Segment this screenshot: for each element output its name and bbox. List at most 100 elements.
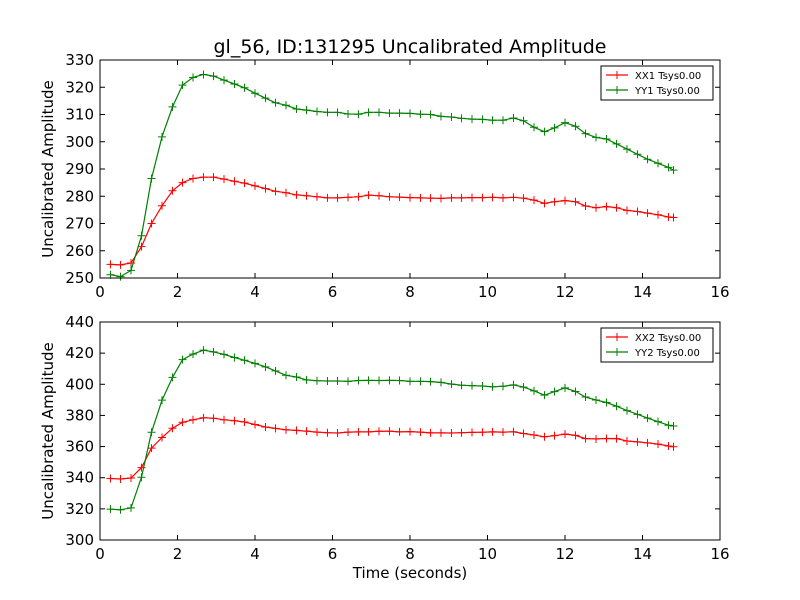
y-tick-label: 420 xyxy=(65,344,94,362)
data-point xyxy=(550,123,559,132)
data-point xyxy=(581,202,590,211)
data-point xyxy=(178,178,187,187)
y-tick-label: 440 xyxy=(65,313,94,331)
data-point xyxy=(178,81,187,90)
data-point xyxy=(664,441,673,450)
data-point xyxy=(344,377,352,386)
data-point xyxy=(426,110,435,119)
data-point xyxy=(426,377,435,386)
data-point xyxy=(375,108,383,117)
data-point xyxy=(478,381,487,390)
data-point xyxy=(178,355,187,364)
data-point xyxy=(540,391,549,400)
data-point xyxy=(313,376,321,385)
x-tick-label: 0 xyxy=(95,545,105,563)
data-point xyxy=(116,260,125,269)
data-point xyxy=(457,114,466,123)
data-point xyxy=(261,94,270,103)
data-point xyxy=(623,406,631,415)
data-point xyxy=(664,212,673,221)
y-tick-label: 380 xyxy=(65,406,94,424)
data-point xyxy=(333,193,342,202)
data-point xyxy=(333,377,342,386)
data-point xyxy=(457,193,466,202)
data-point xyxy=(540,127,549,136)
data-point xyxy=(633,437,642,446)
data-point xyxy=(519,194,528,203)
data-point xyxy=(127,266,135,275)
x-tick-label: 2 xyxy=(173,283,183,301)
data-point xyxy=(302,427,311,436)
data-point xyxy=(592,203,600,212)
data-point xyxy=(561,430,569,439)
y-tick-label: 280 xyxy=(65,187,94,205)
data-point xyxy=(209,173,218,182)
data-point xyxy=(669,422,678,431)
x-tick-label: 4 xyxy=(250,283,260,301)
data-point xyxy=(550,197,559,206)
data-point xyxy=(271,424,280,433)
data-point xyxy=(364,376,373,385)
data-point xyxy=(530,123,538,132)
data-point xyxy=(519,116,528,125)
data-point xyxy=(509,427,518,436)
data-point xyxy=(602,135,611,144)
data-point xyxy=(189,350,197,359)
data-point xyxy=(509,380,518,389)
data-point xyxy=(416,110,425,119)
data-point xyxy=(261,184,270,193)
data-point xyxy=(313,107,321,116)
data-point xyxy=(581,434,590,443)
data-point xyxy=(302,375,311,384)
data-point xyxy=(271,187,280,196)
data-point xyxy=(623,145,631,154)
data-point xyxy=(447,429,456,438)
data-point xyxy=(302,106,311,115)
data-point xyxy=(509,193,518,202)
data-point xyxy=(240,417,249,426)
data-point xyxy=(354,110,363,119)
data-point xyxy=(437,112,445,121)
data-point xyxy=(199,413,208,422)
legend-marker xyxy=(613,86,621,94)
data-point xyxy=(385,192,394,201)
data-point xyxy=(178,418,187,427)
data-point xyxy=(654,417,662,426)
data-point xyxy=(158,201,166,210)
data-point xyxy=(147,219,156,228)
data-point xyxy=(571,197,580,206)
data-point xyxy=(571,431,580,440)
data-point xyxy=(364,427,373,436)
data-point xyxy=(416,377,425,386)
data-point xyxy=(168,424,177,433)
legend-marker xyxy=(613,333,621,341)
data-point xyxy=(416,428,425,437)
data-point xyxy=(209,347,218,356)
data-point xyxy=(344,109,352,118)
data-point xyxy=(643,414,652,423)
data-point xyxy=(519,383,528,392)
data-point xyxy=(550,431,559,440)
x-tick-label: 4 xyxy=(250,545,260,563)
x-tick-label: 2 xyxy=(173,545,183,563)
data-point xyxy=(623,436,631,445)
x-axis-label: Time (seconds) xyxy=(352,564,468,582)
legend-box xyxy=(600,65,714,101)
data-point xyxy=(116,505,125,514)
data-point xyxy=(158,132,166,141)
data-point xyxy=(240,83,249,92)
data-point xyxy=(220,350,228,359)
data-point xyxy=(395,427,404,436)
y-tick-label: 320 xyxy=(65,500,94,518)
data-point xyxy=(271,366,280,375)
data-point xyxy=(571,122,580,131)
data-point xyxy=(530,196,538,205)
x-tick-label: 16 xyxy=(710,283,729,301)
data-point xyxy=(375,376,383,385)
data-point xyxy=(581,129,590,138)
data-point xyxy=(364,191,373,200)
data-point xyxy=(499,428,507,437)
data-point xyxy=(395,109,404,118)
data-point xyxy=(499,116,507,125)
data-point xyxy=(127,503,135,512)
